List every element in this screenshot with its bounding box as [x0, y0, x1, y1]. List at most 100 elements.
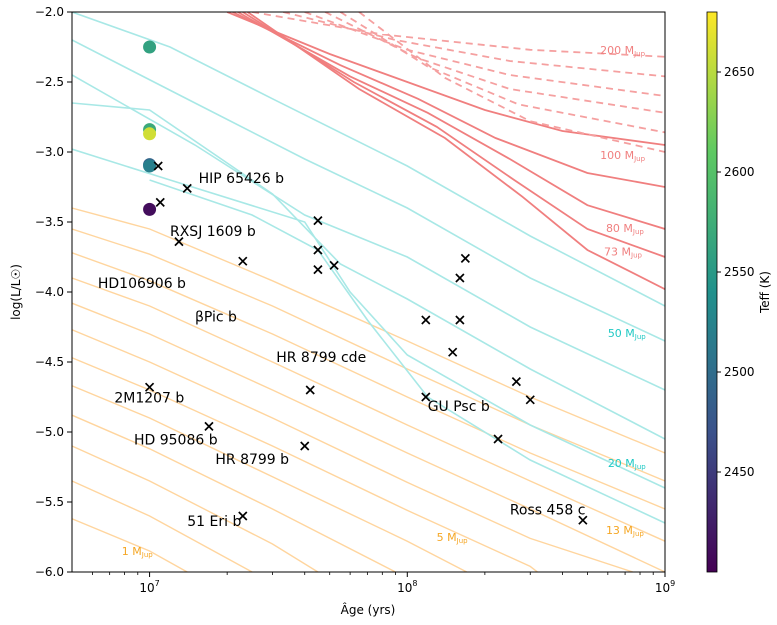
track-label-7: 5 MJup — [437, 531, 469, 545]
colorbar-tick-label-1: 2500 — [724, 365, 755, 379]
orange-track-7 — [72, 385, 468, 572]
data-marks — [143, 40, 588, 525]
teff-point-5 — [143, 202, 157, 216]
red-dashed-track-1 — [282, 12, 665, 78]
cyan-track-4 — [72, 148, 665, 489]
orange-track-0 — [72, 207, 665, 454]
track-label-8: 1 MJup — [122, 545, 154, 559]
orange-track-4 — [72, 302, 665, 572]
red-dashed-track-4 — [339, 12, 665, 134]
object-label-1: RXSJ 1609 b — [170, 224, 256, 240]
track-label-2: 80 MJup — [606, 222, 644, 236]
object-marker-23 — [578, 515, 588, 525]
x-tick-label-2: 109 — [655, 579, 675, 595]
cyan-track-5 — [149, 179, 665, 524]
red-track-2 — [237, 12, 665, 230]
y-tick-label-6: −5.0 — [35, 425, 64, 439]
object-marker-11 — [204, 421, 214, 432]
orange-track-9 — [72, 445, 319, 572]
orange-track-10 — [72, 480, 253, 572]
object-label-0: HIP 65426 b — [199, 171, 285, 187]
object-marker-15 — [455, 315, 465, 325]
object-marker-18 — [448, 347, 458, 357]
y-axis-title: log(L/L☉) — [9, 264, 23, 320]
object-marker-7 — [313, 264, 323, 275]
plot-frame — [71, 11, 666, 573]
object-label-4: HR 8799 cde — [276, 350, 366, 366]
y-tick-label-3: −3.5 — [35, 215, 64, 229]
y-tick-label-5: −4.5 — [35, 355, 64, 369]
cyan-track-3 — [72, 102, 665, 440]
teff-point-0 — [143, 40, 157, 54]
object-label-7: HR 8799 b — [215, 452, 289, 468]
red-dashed-track-5 — [358, 12, 665, 153]
object-marker-4 — [238, 256, 248, 266]
red-track-3 — [242, 12, 665, 258]
object-label-3: βPic b — [195, 309, 237, 325]
y-tick-label-2: −3.0 — [35, 145, 64, 159]
cyan-track-1 — [72, 39, 665, 342]
track-label-0: 200 MJup — [600, 44, 645, 58]
track-label-1: 100 MJup — [600, 149, 645, 163]
orange-track-3 — [72, 277, 665, 542]
red-track-4 — [247, 12, 665, 291]
colorbar-ticks: 2450 2500 2550 2600 2650 — [717, 65, 755, 479]
y-tick-label-7: −5.5 — [35, 495, 64, 509]
object-marker-13 — [238, 511, 248, 521]
annotations: HIP 65426 b RXSJ 1609 b HD106906 b βPic b HR… — [98, 44, 646, 559]
teff-point-4 — [143, 159, 157, 173]
object-marker-17 — [455, 273, 465, 283]
object-label-10: Ross 458 c — [510, 503, 586, 519]
x-axis-title: Âge (yrs) — [341, 602, 396, 617]
y-tick-label-8: −6.0 — [35, 565, 64, 579]
colorbar-tick-label-0: 2450 — [724, 465, 755, 479]
orange-track-2 — [72, 252, 665, 510]
cyan-track-0 — [72, 12, 665, 307]
colorbar-tick-label-2: 2550 — [724, 265, 755, 279]
colorbar-title: Teff (K) — [758, 271, 772, 314]
object-marker-8 — [329, 260, 339, 271]
colorbar-tick-label-4: 2650 — [724, 65, 755, 79]
track-label-6: 13 MJup — [606, 524, 644, 538]
orange-track-5 — [72, 329, 634, 572]
object-marker-1 — [182, 183, 192, 194]
object-label-9: 51 Eri b — [187, 514, 241, 530]
orange-track-1 — [72, 228, 665, 482]
orange-track-11 — [72, 518, 188, 572]
red-dashed-track-0 — [251, 12, 665, 58]
y-tick-label-4: −4.0 — [35, 285, 64, 299]
object-marker-22 — [493, 434, 503, 444]
red-dashed-track-3 — [324, 12, 665, 114]
colorbar-tick-label-3: 2600 — [724, 165, 755, 179]
red-dashed-track-2 — [304, 12, 665, 97]
object-marker-21 — [525, 395, 535, 405]
object-marker-0 — [153, 161, 163, 171]
object-marker-9 — [144, 382, 155, 392]
orange-track-8 — [72, 414, 396, 572]
red-track-1 — [232, 12, 665, 188]
object-marker-16 — [460, 253, 470, 264]
x-tick-label-0: 107 — [139, 579, 159, 595]
teff-point-2 — [143, 127, 157, 141]
object-label-5: 2M1207 b — [114, 391, 184, 407]
object-marker-6 — [313, 245, 323, 255]
track-label-5: 20 MJup — [608, 457, 646, 471]
object-marker-10 — [305, 385, 315, 395]
object-marker-14 — [421, 315, 431, 325]
object-label-6: HD 95086 b — [134, 433, 218, 449]
object-label-8: GU Psc b — [428, 399, 490, 415]
object-marker-19 — [421, 392, 431, 402]
cyan-track-2 — [72, 74, 665, 391]
object-label-2: HD106906 b — [98, 276, 186, 292]
colorbar — [706, 11, 718, 573]
object-marker-20 — [511, 376, 521, 387]
y-tick-label-1: −2.5 — [35, 75, 64, 89]
orange-track-6 — [72, 357, 538, 572]
x-tick-label-1: 108 — [397, 579, 417, 595]
y-tick-label-0: −2.0 — [35, 5, 64, 19]
evolution-tracks — [72, 12, 665, 572]
object-marker-5 — [313, 215, 323, 226]
object-marker-12 — [300, 441, 310, 451]
object-marker-2 — [155, 197, 165, 208]
